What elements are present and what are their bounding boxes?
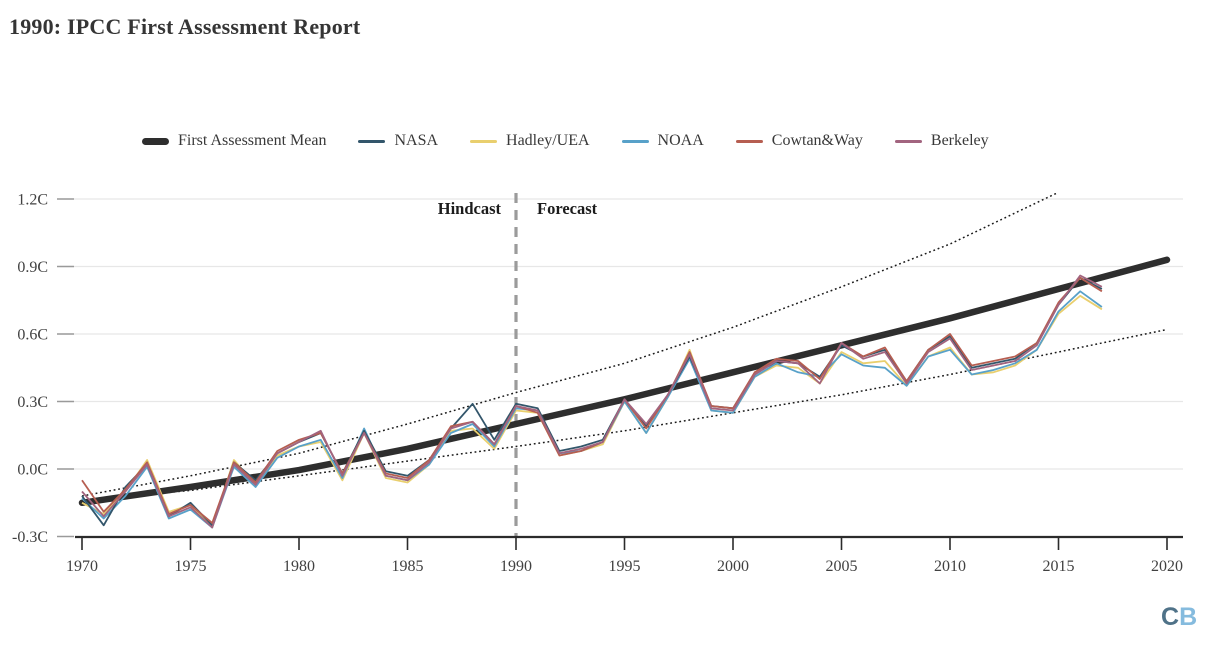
legend-item-hadley-uea: Hadley/UEA	[470, 132, 590, 150]
legend-label: Berkeley	[930, 132, 989, 149]
legend-item-nasa: NASA	[358, 132, 438, 150]
svg-text:0.3C: 0.3C	[17, 394, 48, 411]
svg-text:2000: 2000	[717, 558, 749, 575]
svg-text:2020: 2020	[1151, 558, 1183, 575]
svg-text:2010: 2010	[934, 558, 966, 575]
svg-text:-0.3C: -0.3C	[12, 529, 48, 546]
svg-text:2005: 2005	[826, 558, 858, 575]
svg-text:0.0C: 0.0C	[17, 462, 48, 479]
legend-label: NOAA	[657, 132, 704, 149]
legend-label: First Assessment Mean	[178, 132, 327, 149]
chart-title: 1990: IPCC First Assessment Report	[9, 14, 361, 39]
chart-legend: First Assessment Mean NASA Hadley/UEA NO…	[142, 132, 989, 150]
legend-item-noaa: NOAA	[621, 132, 704, 150]
legend-swatch-thick-line-icon	[142, 137, 169, 145]
svg-text:0.6C: 0.6C	[17, 327, 48, 344]
svg-text:Forecast: Forecast	[537, 199, 598, 218]
svg-text:1.2C: 1.2C	[17, 192, 48, 209]
legend-swatch-line-icon	[735, 139, 763, 143]
legend-label: Hadley/UEA	[506, 132, 590, 149]
legend-swatch-line-icon	[358, 139, 386, 143]
svg-text:1990: 1990	[500, 558, 532, 575]
logo-letter-c: C	[1161, 603, 1180, 631]
legend-swatch-line-icon	[621, 139, 649, 143]
svg-text:2015: 2015	[1043, 558, 1075, 575]
legend-item-cowtan-way: Cowtan&Way	[735, 132, 863, 150]
svg-text:0.9C: 0.9C	[17, 259, 48, 276]
legend-swatch-line-icon	[894, 139, 922, 143]
svg-text:1980: 1980	[283, 558, 315, 575]
carbonbrief-logo: CB	[1161, 603, 1197, 632]
svg-text:1975: 1975	[175, 558, 207, 575]
svg-text:1995: 1995	[609, 558, 641, 575]
legend-item-first-assessment-mean: First Assessment Mean	[142, 132, 326, 150]
legend-swatch-line-icon	[470, 139, 498, 143]
svg-text:1985: 1985	[392, 558, 424, 575]
logo-letter-b: B	[1179, 603, 1198, 631]
legend-label: NASA	[394, 132, 439, 149]
legend-item-berkeley: Berkeley	[894, 132, 989, 150]
svg-text:1970: 1970	[66, 558, 98, 575]
legend-label: Cowtan&Way	[771, 132, 863, 149]
svg-text:Hindcast: Hindcast	[438, 199, 502, 218]
